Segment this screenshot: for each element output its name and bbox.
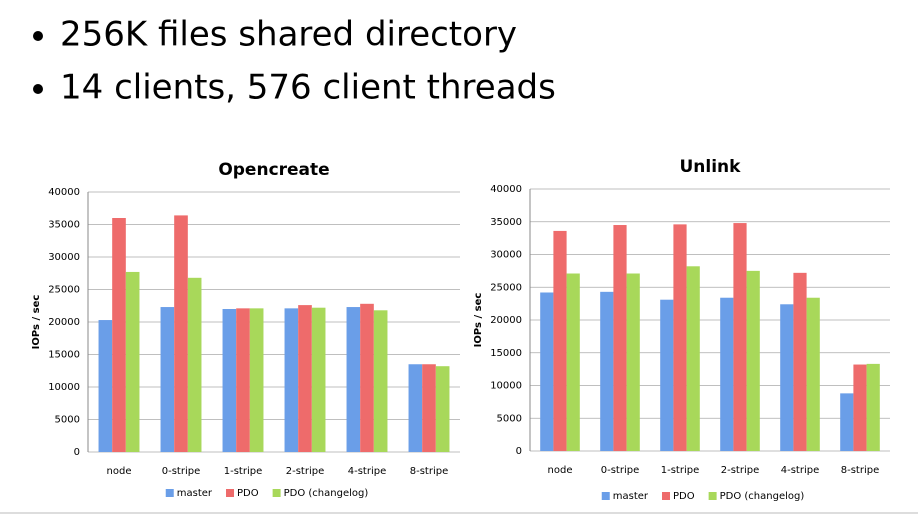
bar [422,364,436,452]
legend-label: PDO (changelog) [720,491,805,502]
bar [600,291,614,451]
bar [222,309,237,452]
y-tick-label: 10000 [48,382,80,393]
bar [853,364,867,451]
bar [125,271,140,452]
bar [174,215,188,452]
bar [720,297,734,451]
x-tick-label: 8-stripe [410,466,449,477]
legend-label: PDO [673,491,695,502]
bar [686,266,700,451]
bar [311,307,326,452]
y-axis-label: IOPs / sec [473,293,484,348]
bar [626,273,640,451]
y-tick-label: 0 [74,447,80,458]
y-tick-label: 15000 [490,348,522,359]
bar [866,363,880,451]
y-tick-label: 40000 [490,184,522,195]
bar [98,320,113,452]
bar [360,303,374,452]
x-tick-label: 8-stripe [841,465,880,476]
bar [236,308,250,452]
bar [566,273,580,451]
y-tick-label: 5000 [55,415,80,426]
bar [660,299,674,451]
y-tick-label: 40000 [48,187,80,198]
y-tick-label: 25000 [48,285,80,296]
bar [187,277,202,452]
bar [408,364,423,452]
y-tick-label: 10000 [490,381,522,392]
bar [793,272,807,451]
bar [613,225,627,451]
y-tick-label: 20000 [48,317,80,328]
y-tick-label: 35000 [48,220,80,231]
bar [746,270,760,451]
x-tick-label: 0-stripe [601,465,640,476]
x-tick-label: 1-stripe [224,466,263,477]
x-tick-label: 2-stripe [286,466,325,477]
bar [298,305,312,452]
legend-label: PDO [237,488,259,499]
legend-label: master [613,491,649,502]
legend-label: PDO (changelog) [284,488,369,499]
legend-swatch [708,492,717,500]
x-tick-label: node [107,466,132,477]
bar [249,308,264,452]
legend-swatch [662,492,671,500]
bar [780,304,794,451]
legend-swatch [601,492,610,500]
chart-title: Unlink [680,157,742,177]
bar [840,393,854,451]
y-tick-label: 0 [516,446,522,457]
x-tick-label: 1-stripe [661,465,700,476]
legend-label: master [177,488,213,499]
bullet-text: 14 clients, 576 client threads [60,68,556,108]
bar [373,310,388,452]
bar [435,366,450,452]
bullet-dot [33,84,43,94]
bullet-text: 256K files shared directory [60,15,517,55]
y-tick-label: 20000 [490,315,522,326]
x-tick-label: 2-stripe [721,465,760,476]
bar [346,307,361,452]
legend-swatch [272,489,281,497]
y-tick-label: 30000 [490,250,522,261]
bar [540,292,554,451]
y-tick-label: 35000 [490,217,522,228]
bullet-dot [33,31,43,41]
x-tick-label: 4-stripe [781,465,820,476]
y-tick-label: 25000 [490,282,522,293]
chart-title: Opencreate [218,160,329,180]
bar [806,297,820,451]
bar [112,218,126,452]
y-axis-label: IOPs / sec [31,295,42,350]
bar [673,224,687,451]
x-tick-label: 4-stripe [348,466,387,477]
y-tick-label: 30000 [48,252,80,263]
bar [733,223,747,451]
x-tick-label: 0-stripe [162,466,201,477]
bar [284,308,299,452]
legend-swatch [226,489,235,497]
bar [553,230,567,451]
x-tick-label: node [548,465,573,476]
y-tick-label: 15000 [48,350,80,361]
y-tick-label: 5000 [497,413,522,424]
bar [160,307,175,452]
legend-swatch [165,489,174,497]
